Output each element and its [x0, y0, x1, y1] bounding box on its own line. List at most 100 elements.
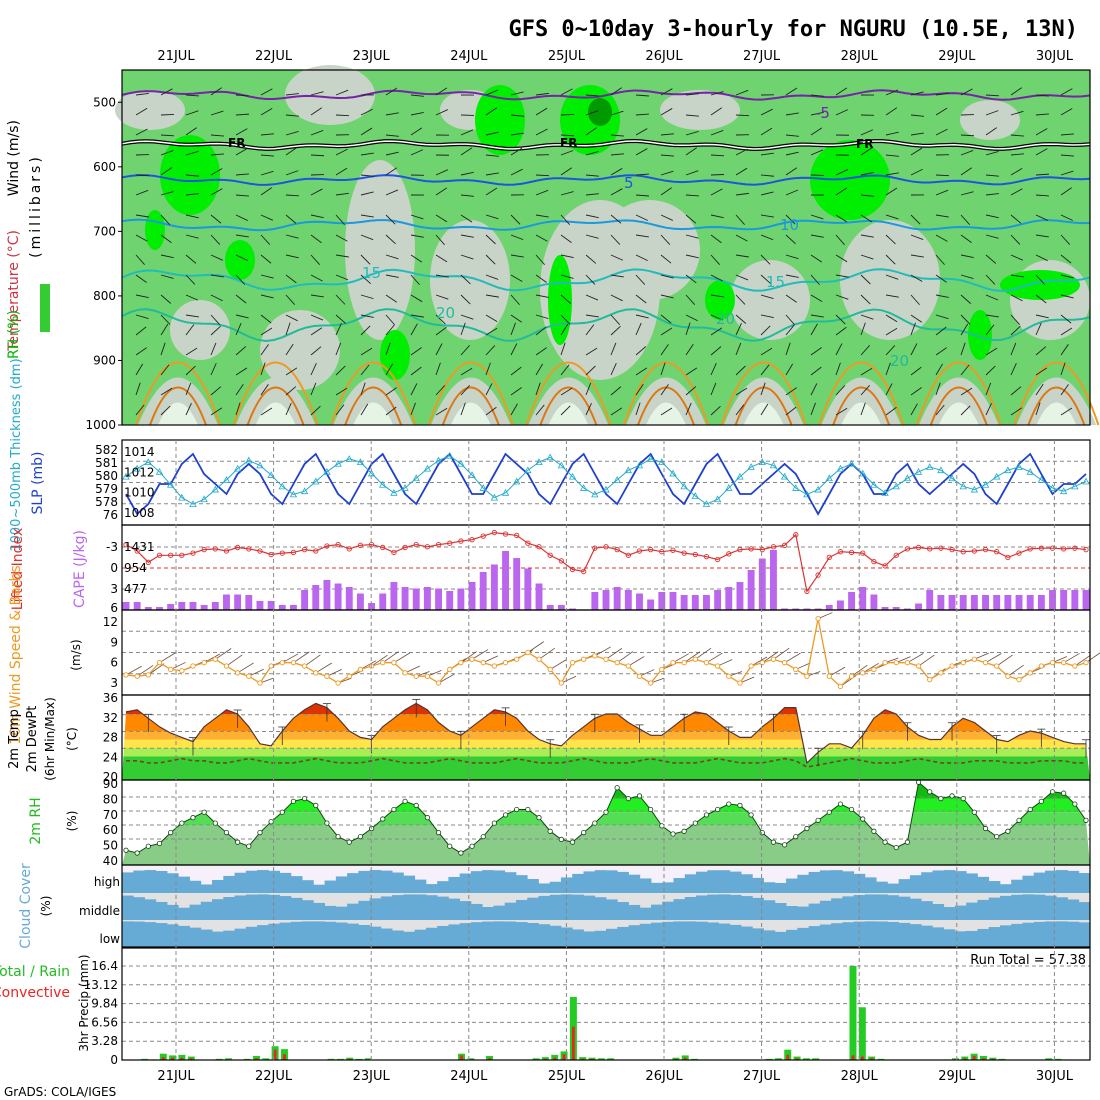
precip-conv-bar-14 — [255, 1058, 258, 1060]
wind-point-57 — [759, 660, 765, 666]
wind-barb-499 — [260, 344, 269, 356]
li-point-6 — [190, 550, 196, 556]
precip-total-bar-52 — [607, 1058, 615, 1060]
li-point-30 — [458, 538, 464, 544]
rh-point-40 — [569, 839, 576, 845]
date-bottom-3: 24JUL — [450, 1069, 488, 1084]
thickness-point-71 — [914, 467, 923, 475]
cloud-0-44 — [617, 871, 629, 893]
wind-barb-258 — [885, 214, 899, 220]
wind-barb-124 — [385, 151, 399, 156]
cape-bar-54 — [725, 587, 733, 610]
wind-barb-5 — [260, 88, 273, 96]
cloud-0-75 — [966, 873, 978, 893]
thickness-point-7 — [200, 495, 208, 503]
cloud-2-32 — [482, 921, 494, 947]
wind-barb-261 — [960, 214, 970, 226]
rh-point-9 — [223, 829, 230, 836]
cloud-1-4 — [167, 904, 179, 920]
precip-conv-bar-17 — [283, 1054, 286, 1060]
thickness-point-47 — [646, 455, 655, 462]
cape-bar-31 — [468, 582, 476, 610]
wind-barb-409 — [860, 294, 871, 305]
wind-barb-414 — [985, 294, 999, 301]
cloud-1-30 — [459, 901, 472, 920]
wind-barb-187 — [1010, 168, 1023, 176]
thickness-point-84 — [1059, 487, 1068, 495]
wind-barb-625 — [560, 405, 571, 416]
wind-point-27 — [424, 673, 431, 679]
wind-point-82 — [1038, 663, 1044, 669]
cloud-1-16 — [302, 900, 314, 920]
cloud-1-19 — [335, 906, 348, 920]
li-point-61 — [804, 588, 810, 595]
cloud-0-41 — [583, 871, 596, 893]
cloud-2-78 — [999, 925, 1012, 947]
rh-band-4 — [122, 782, 1090, 785]
wind-barb-562 — [885, 362, 891, 376]
wind-barb-289 — [710, 234, 722, 244]
cloud-1-5 — [178, 907, 190, 920]
wind-barb-99 — [710, 130, 724, 136]
wind-barb-619 — [410, 402, 416, 416]
cloud-2-10 — [234, 928, 247, 947]
precip-tick-1: 13.12 — [84, 978, 118, 992]
cloud-1-33 — [493, 905, 506, 920]
wind-barb-380 — [135, 294, 149, 298]
wind-barb-482 — [785, 324, 795, 336]
rh-point-26 — [413, 802, 419, 809]
li-point-63 — [826, 554, 832, 561]
rh-point-67 — [871, 828, 877, 834]
cape-bar-30 — [457, 588, 465, 610]
wind-point-26 — [413, 673, 419, 679]
wind-barb-228 — [135, 214, 149, 218]
wind-barb-283 — [560, 234, 572, 244]
cape-bar-15 — [289, 605, 297, 610]
li-point-25 — [402, 544, 408, 551]
wind-barb-454 — [1035, 314, 1049, 319]
wind-barb-165 — [460, 171, 474, 176]
wind-point-58 — [770, 656, 777, 662]
cloud-0-79 — [1011, 879, 1023, 893]
li-line — [125, 531, 1087, 593]
temp-unit: (°C) — [65, 727, 79, 751]
wind-barb-587 — [560, 387, 573, 396]
wind-point-67 — [871, 666, 877, 673]
thickness-point-27 — [423, 464, 432, 472]
wind-barb-53 — [510, 114, 524, 117]
precip-conv-label: Convective — [0, 985, 70, 1001]
wind-point-30 — [458, 660, 464, 666]
cloud-2-62 — [819, 924, 832, 947]
cloud-1-22 — [369, 898, 382, 920]
li-point-37 — [536, 544, 542, 550]
wind-point-18 — [324, 673, 330, 679]
wind-point-50 — [681, 660, 687, 666]
wind-barb-293 — [810, 234, 824, 238]
cape-bar-47 — [647, 599, 655, 610]
wind-barb-291 — [760, 234, 774, 241]
cloud-0-49 — [673, 878, 686, 893]
wind-barb-304 — [135, 254, 145, 266]
bottom-date-axis: 21JUL 22JUL 23JUL 24JUL 25JUL 26JUL 27JUL 28JUL… — [157, 1069, 1073, 1084]
cloud-2-59 — [786, 929, 798, 947]
cloud-1-18 — [324, 905, 337, 920]
cloud-1-85 — [1078, 902, 1091, 920]
wind-point-7 — [201, 660, 207, 666]
cape-bar-76 — [970, 595, 978, 610]
cape-bar-13 — [267, 601, 275, 610]
cape-bar-21 — [356, 593, 364, 610]
thickness-point-69 — [892, 482, 900, 490]
thickness-point-53 — [713, 495, 722, 503]
thick-ltick-3: 579 — [95, 482, 118, 496]
wind-barb-107 — [910, 132, 924, 136]
cloud-2-20 — [347, 923, 359, 947]
cape-bar-78 — [993, 595, 1001, 610]
wind-barb-416 — [1035, 294, 1047, 304]
cloud-0-7 — [200, 884, 213, 893]
wind-barb-195 — [260, 187, 272, 196]
wind-barb-564 — [935, 363, 943, 376]
wind-barb-20 — [635, 94, 649, 97]
cloud-0-35 — [515, 875, 528, 893]
cloud-1-36 — [527, 897, 539, 920]
